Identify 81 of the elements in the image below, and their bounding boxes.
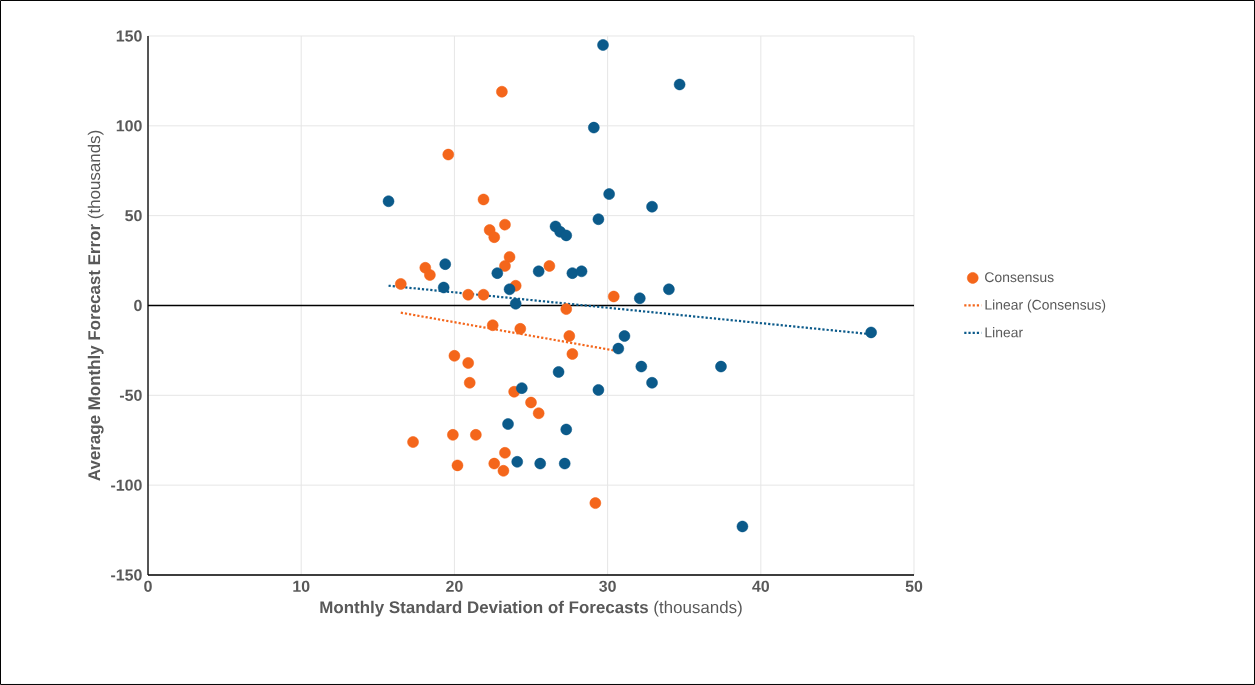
point	[502, 418, 514, 430]
point	[589, 497, 602, 509]
point	[511, 456, 523, 468]
point	[496, 85, 508, 98]
point	[736, 520, 749, 533]
y-tick-label: -150	[111, 569, 142, 581]
point	[442, 148, 455, 161]
point	[635, 360, 648, 373]
point	[597, 39, 609, 51]
x-axis-title: Monthly Standard Deviation of Forecasts (thousands)	[320, 600, 742, 617]
point	[612, 342, 625, 355]
point	[634, 292, 646, 305]
point	[462, 357, 474, 369]
point	[514, 323, 527, 335]
point	[437, 281, 450, 294]
point	[447, 429, 459, 441]
point	[488, 231, 500, 243]
point	[451, 459, 464, 472]
y-tick-label: 50	[125, 210, 142, 222]
point	[462, 288, 474, 301]
point	[499, 447, 511, 459]
point	[563, 330, 576, 342]
point	[516, 382, 528, 394]
point	[532, 407, 545, 420]
point	[497, 465, 510, 477]
point	[503, 251, 516, 263]
point	[491, 267, 504, 279]
y-tick-label: 100	[116, 120, 142, 132]
point	[715, 360, 727, 373]
point	[566, 348, 579, 360]
point	[382, 195, 395, 208]
y-tick-label: -100	[111, 479, 142, 491]
point	[588, 121, 600, 134]
legend-label: Consensus	[985, 272, 1054, 283]
point	[424, 269, 436, 281]
point	[509, 297, 522, 310]
point	[865, 326, 877, 339]
point	[488, 457, 500, 470]
point	[560, 423, 572, 436]
point	[525, 396, 537, 409]
y-axis-title: Average Monthly Forecast Error (thousands)	[87, 130, 104, 481]
y-tick-label: 150	[116, 30, 142, 42]
point	[618, 330, 631, 342]
legend-label: Linear	[985, 327, 1023, 338]
point	[499, 260, 511, 272]
point	[646, 200, 658, 213]
y-tick-label: -50	[119, 389, 142, 401]
point	[486, 319, 499, 331]
y-tick-label: 0	[134, 299, 142, 312]
point	[646, 376, 658, 389]
point	[607, 290, 620, 303]
point	[603, 188, 615, 200]
x-tick-label: 50	[905, 580, 923, 592]
point	[543, 260, 556, 272]
x-tick-label: 0	[144, 580, 152, 592]
point	[448, 350, 461, 362]
point	[395, 278, 407, 290]
point	[552, 366, 565, 378]
legend-label: Linear (Consensus)	[985, 299, 1106, 313]
point	[575, 265, 588, 278]
point	[463, 376, 476, 389]
x-tick-label: 30	[599, 580, 616, 592]
point	[592, 384, 605, 396]
x-tick-label: 10	[293, 580, 310, 592]
point	[470, 429, 482, 441]
point	[477, 193, 490, 206]
point	[439, 258, 451, 270]
point	[532, 265, 545, 278]
point	[560, 229, 572, 242]
point	[407, 436, 419, 448]
point	[673, 78, 686, 91]
point	[499, 218, 511, 231]
point	[534, 457, 546, 470]
point	[503, 283, 516, 296]
point	[592, 213, 605, 225]
point	[558, 457, 571, 470]
x-tick-label: 20	[446, 580, 463, 592]
x-tick-label: 40	[752, 580, 770, 592]
point	[663, 283, 675, 296]
point	[560, 303, 572, 315]
point	[477, 288, 490, 301]
